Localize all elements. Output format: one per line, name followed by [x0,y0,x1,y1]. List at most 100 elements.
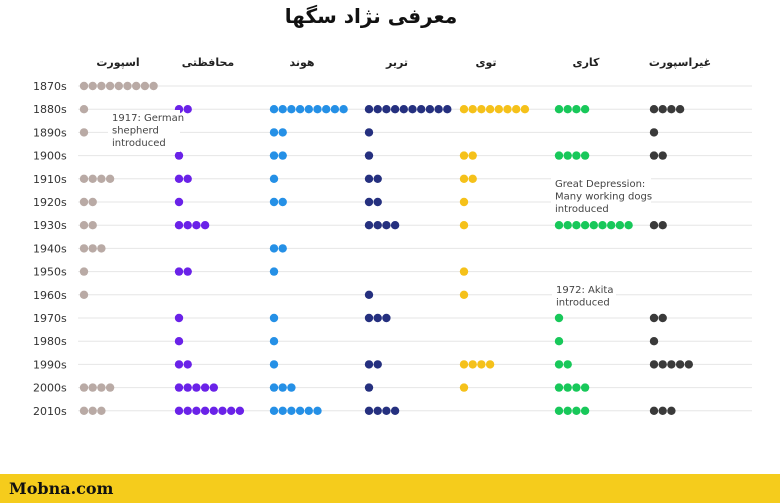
data-dot [399,105,408,114]
data-dot [624,221,633,230]
data-dot [649,151,659,160]
data-dot [364,197,374,207]
data-dot [79,174,89,183]
data-dot [459,221,469,230]
data-dot [477,105,486,114]
data-dot [649,128,659,137]
data-dot [132,81,141,91]
data-dot [364,406,374,415]
data-dot [269,267,279,276]
category-header: هوند [289,56,314,69]
data-dot [468,105,477,114]
data-dot [97,406,106,415]
data-dot [615,221,625,230]
decade-label: 1930s [33,219,67,232]
data-dot [174,151,184,160]
data-dot [373,313,382,323]
data-dot [459,151,469,160]
data-dot [140,81,150,91]
data-dot [287,406,296,415]
data-dot [295,406,305,415]
data-dot [174,267,184,276]
data-dot [572,151,581,160]
data-dot [580,221,590,230]
data-dot [79,406,89,415]
data-dot [88,197,97,207]
data-dot [468,360,477,369]
data-dot [295,105,305,114]
data-dot [563,221,572,230]
data-dot [598,221,607,230]
data-dot [658,105,667,114]
data-dot [79,290,89,299]
data-dot [563,105,572,114]
data-dot [459,105,469,114]
data-dot [649,337,659,346]
data-dot [105,174,115,183]
decade-label: 1950s [33,266,67,279]
data-dot [373,105,382,114]
decade-label: 2010s [33,405,67,418]
data-dot [512,105,521,114]
data-dot [649,221,659,230]
annotation-line: introduced [556,298,610,309]
data-dot [287,105,296,114]
data-dot [79,197,89,207]
annotation-line: introduced [112,138,166,149]
decade-label: 1870s [33,80,67,93]
data-dot [97,174,106,183]
data-dot [364,360,374,369]
data-dot [79,128,89,137]
data-dot [675,360,685,369]
data-dot [97,81,106,91]
data-dot [183,406,192,415]
data-dot [459,383,469,392]
category-header: تریر [385,56,408,69]
data-dot [649,406,659,415]
data-dot [572,406,581,415]
data-dot [278,383,287,392]
decade-label: 1880s [33,103,67,116]
data-dot [79,105,89,114]
data-dot [269,174,279,183]
data-dot [235,406,245,415]
data-dot [88,383,97,392]
data-dot [658,221,667,230]
data-dot [649,313,659,323]
data-dot [485,360,495,369]
data-dot [373,221,382,230]
data-dot [649,360,659,369]
data-dot [269,360,279,369]
data-dot [183,174,192,183]
data-dot [667,360,676,369]
data-dot [174,406,184,415]
data-dot [105,81,115,91]
decade-label: 1980s [33,335,67,348]
data-dot [373,197,382,207]
category-header: کاری [573,56,601,69]
data-dot [554,360,564,369]
data-dot [269,406,279,415]
data-dot [589,221,598,230]
data-dot [459,267,469,276]
data-dot [554,151,564,160]
data-dot [572,221,581,230]
data-dot [408,105,417,114]
category-header: غیراسپورت [649,56,711,69]
data-dot [554,337,564,346]
data-dot [520,105,530,114]
data-dot [382,406,391,415]
decade-label: 1910s [33,173,67,186]
annotation-line: Great Depression: [555,179,645,190]
data-dot [580,105,590,114]
data-dot [364,128,374,137]
data-dot [79,244,89,253]
data-dot [149,81,158,91]
data-dot [174,174,184,183]
data-dot [313,406,322,415]
data-dot [269,313,279,323]
data-dot [443,105,452,114]
data-dot [382,105,391,114]
data-dot [200,383,210,392]
data-dot [658,406,667,415]
